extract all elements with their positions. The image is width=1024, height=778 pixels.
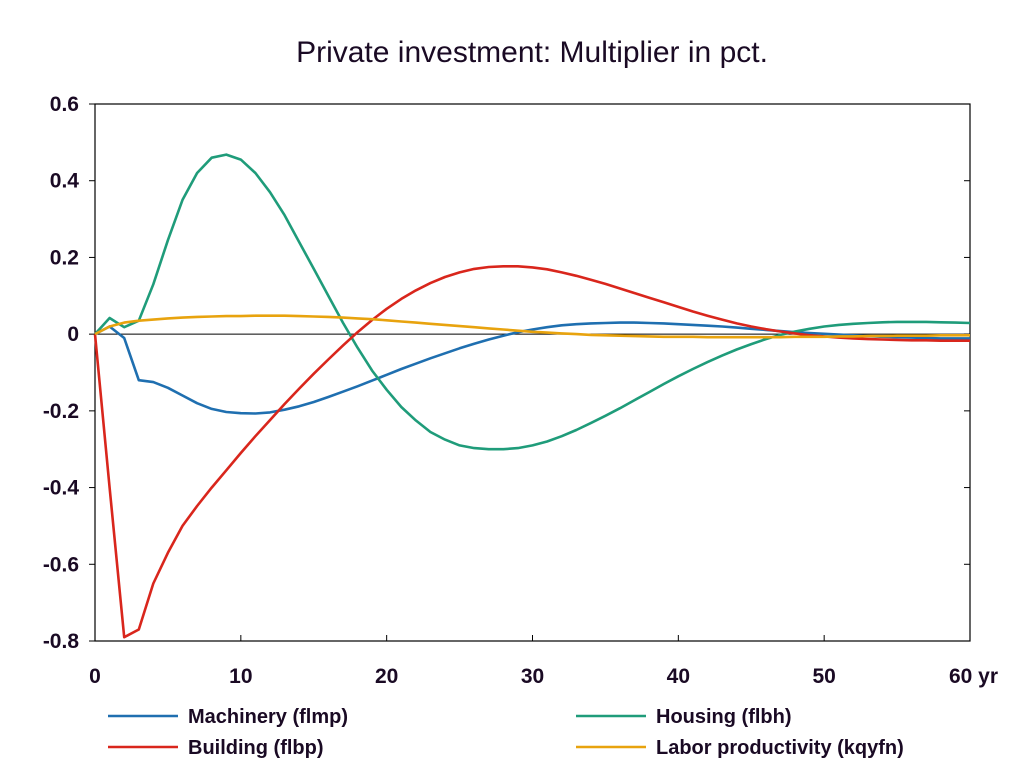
y-axis: 0.6 0.4 0.2 0 -0.2 -0.4 -0.6 -0.8 <box>43 93 970 653</box>
y-tick-label: -0.8 <box>43 630 80 653</box>
x-axis: 0 10 20 30 40 50 60 yr <box>89 635 998 688</box>
legend: Machinery (flmp) Housing (flbh) Building (… <box>108 706 904 759</box>
plot-area: 0.6 0.4 0.2 0 -0.2 -0.4 -0.6 -0.8 0 10 20 30 40 50 60… <box>43 93 998 688</box>
y-tick-label: 0.2 <box>50 246 79 269</box>
series-line-2 <box>93 264 970 639</box>
legend-label-0: Machinery (flmp) <box>188 706 348 728</box>
y-tick-label: -0.6 <box>43 553 79 576</box>
legend-label-2: Building (flbp) <box>188 737 324 759</box>
y-tick-label: -0.2 <box>43 400 79 423</box>
series-line-3 <box>94 314 970 339</box>
y-tick-label: 0.4 <box>50 170 80 193</box>
x-tick-label: 0 <box>89 665 101 688</box>
y-tick-label: 0 <box>67 323 79 346</box>
x-tick-label: 40 <box>667 665 690 688</box>
x-tick-label: 10 <box>229 665 252 688</box>
series-line-0 <box>94 321 970 415</box>
x-tick-label: 50 <box>812 665 835 688</box>
legend-label-3: Labor productivity (kqyfn) <box>656 737 904 759</box>
series-line-1 <box>94 153 971 451</box>
x-tick-label: 30 <box>521 665 544 688</box>
series-lines <box>93 153 971 639</box>
x-tick-label: 20 <box>375 665 398 688</box>
y-tick-label: -0.4 <box>43 477 80 500</box>
x-tick-label: 60 yr <box>949 665 998 688</box>
plot-frame <box>94 103 971 642</box>
chart-title: Private investment: Multiplier in pct. <box>296 36 768 69</box>
legend-label-1: Housing (flbh) <box>656 706 792 728</box>
y-tick-label: 0.6 <box>50 93 79 116</box>
